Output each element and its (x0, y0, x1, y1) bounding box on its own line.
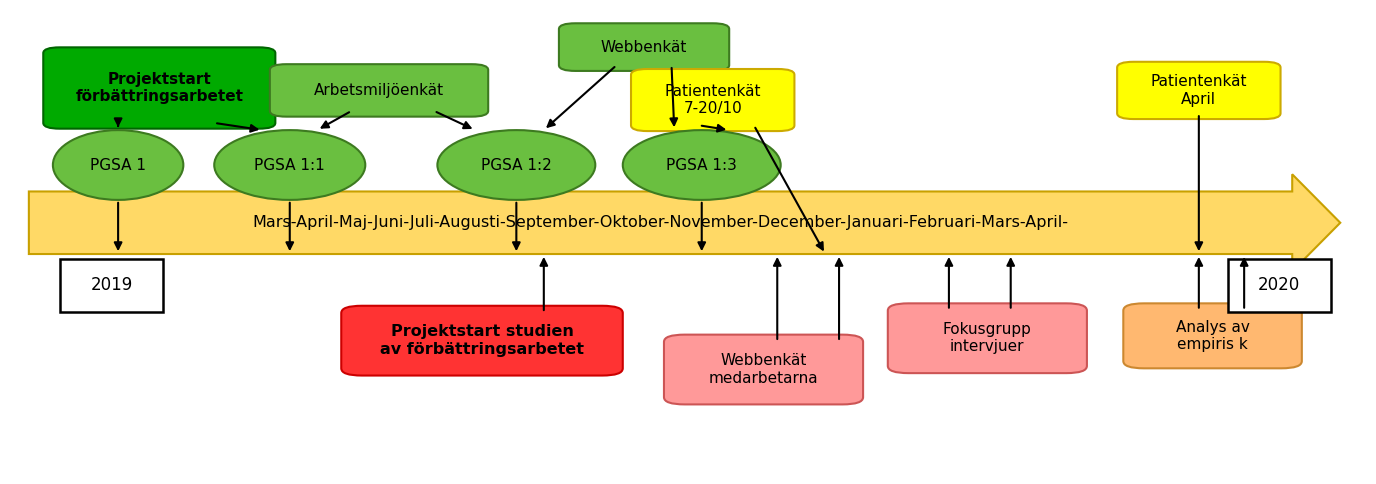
FancyBboxPatch shape (1123, 303, 1302, 368)
FancyBboxPatch shape (888, 303, 1087, 373)
Text: PGSA 1:1: PGSA 1:1 (255, 157, 325, 172)
Text: Projektstart studien
av förbättringsarbetet: Projektstart studien av förbättringsarbe… (380, 324, 583, 357)
FancyBboxPatch shape (665, 334, 863, 405)
FancyBboxPatch shape (61, 259, 164, 312)
Ellipse shape (438, 130, 596, 200)
Text: Fokusgrupp
intervjuer: Fokusgrupp intervjuer (943, 322, 1032, 354)
Text: PGSA 1: PGSA 1 (89, 157, 146, 172)
FancyBboxPatch shape (1117, 62, 1281, 119)
FancyBboxPatch shape (270, 64, 488, 117)
Text: PGSA 1:2: PGSA 1:2 (482, 157, 552, 172)
Text: Mars-April-Maj-Juni-Juli-Augusti-September-Oktober-November-December-Januari-Feb: Mars-April-Maj-Juni-Juli-Augusti-Septemb… (253, 215, 1069, 230)
Text: Webbenkät
medarbetarna: Webbenkät medarbetarna (709, 353, 819, 386)
Text: PGSA 1:3: PGSA 1:3 (666, 157, 738, 172)
Text: Arbetsmiljöenkät: Arbetsmiljöenkät (314, 83, 444, 98)
Text: Projektstart
förbättringsarbetet: Projektstart förbättringsarbetet (76, 72, 244, 104)
FancyBboxPatch shape (43, 47, 275, 129)
Ellipse shape (215, 130, 365, 200)
FancyBboxPatch shape (559, 23, 729, 71)
Text: Analys av
empiris k: Analys av empiris k (1175, 319, 1249, 352)
FancyBboxPatch shape (1227, 259, 1331, 312)
FancyBboxPatch shape (632, 69, 794, 131)
Ellipse shape (52, 130, 183, 200)
Text: Patientenkät
April: Patientenkät April (1150, 74, 1247, 106)
Text: 2020: 2020 (1258, 276, 1300, 294)
Text: 2019: 2019 (91, 276, 133, 294)
FancyBboxPatch shape (341, 306, 623, 376)
Text: Webbenkät: Webbenkät (601, 40, 687, 55)
Polygon shape (29, 174, 1340, 271)
Text: Patientenkät
7-20/10: Patientenkät 7-20/10 (665, 84, 761, 116)
Ellipse shape (623, 130, 780, 200)
